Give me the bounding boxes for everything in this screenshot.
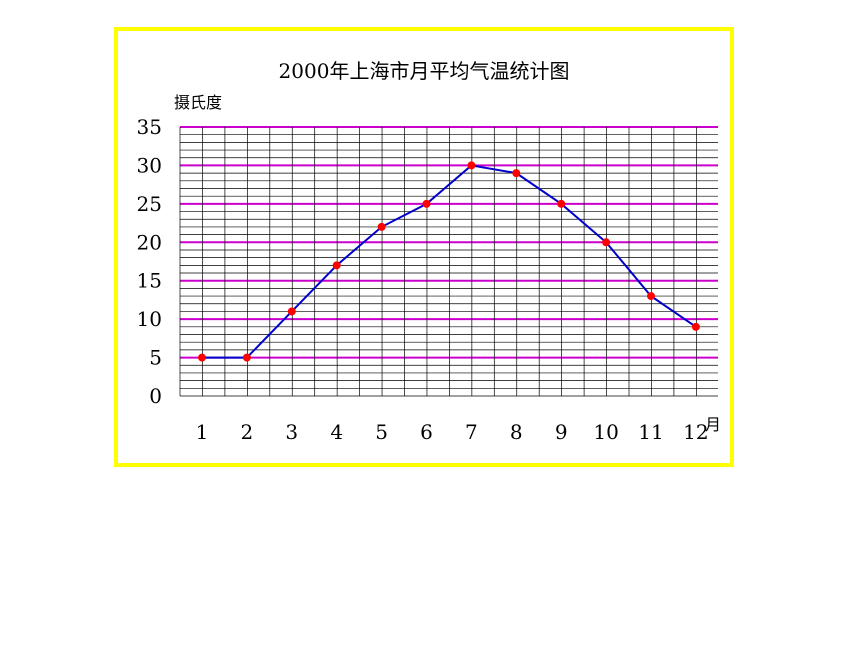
y-tick-label: 15 [137, 269, 162, 293]
data-point [377, 222, 386, 231]
x-tick-label: 8 [510, 420, 523, 444]
x-tick-label: 11 [638, 420, 663, 444]
x-tick-label: 6 [420, 420, 433, 444]
y-axis-ticks: 0 5 10 15 20 25 30 35 [137, 115, 162, 408]
data-point [647, 292, 655, 301]
data-point [198, 353, 206, 362]
data-point [557, 199, 566, 208]
data-point [691, 322, 700, 331]
y-tick-label: 35 [137, 115, 162, 139]
data-point [422, 199, 431, 208]
x-tick-label: 3 [285, 420, 298, 444]
grid-lines [179, 126, 718, 397]
data-point [287, 307, 296, 316]
x-tick-label: 7 [465, 420, 478, 444]
temperature-series-line [202, 164, 697, 359]
data-points [198, 161, 700, 362]
chart-title: 2000年上海市月平均气温统计图 [279, 59, 570, 83]
x-tick-label: 9 [555, 420, 568, 444]
data-point [242, 353, 251, 362]
y-tick-label: 10 [137, 307, 162, 331]
x-tick-label: 5 [375, 420, 388, 444]
data-point [602, 238, 611, 247]
x-tick-label: 12 [683, 420, 708, 444]
y-tick-label: 5 [149, 346, 162, 370]
y-axis-unit-label: 摄氏度 [174, 93, 222, 112]
x-tick-label: 10 [593, 420, 618, 444]
x-tick-label: 2 [241, 420, 254, 444]
y-tick-label: 30 [137, 153, 162, 177]
x-tick-label: 1 [196, 420, 209, 444]
data-point [467, 161, 476, 170]
y-tick-label: 20 [137, 230, 162, 254]
data-point [332, 261, 341, 270]
x-axis-unit-label: 月 [705, 415, 721, 434]
x-axis-ticks: 1 2 3 4 5 6 7 8 9 10 11 12 [196, 420, 709, 444]
data-point [512, 169, 521, 178]
y-tick-label: 25 [137, 192, 162, 216]
y-tick-label: 0 [149, 384, 162, 408]
x-tick-label: 4 [330, 420, 343, 444]
